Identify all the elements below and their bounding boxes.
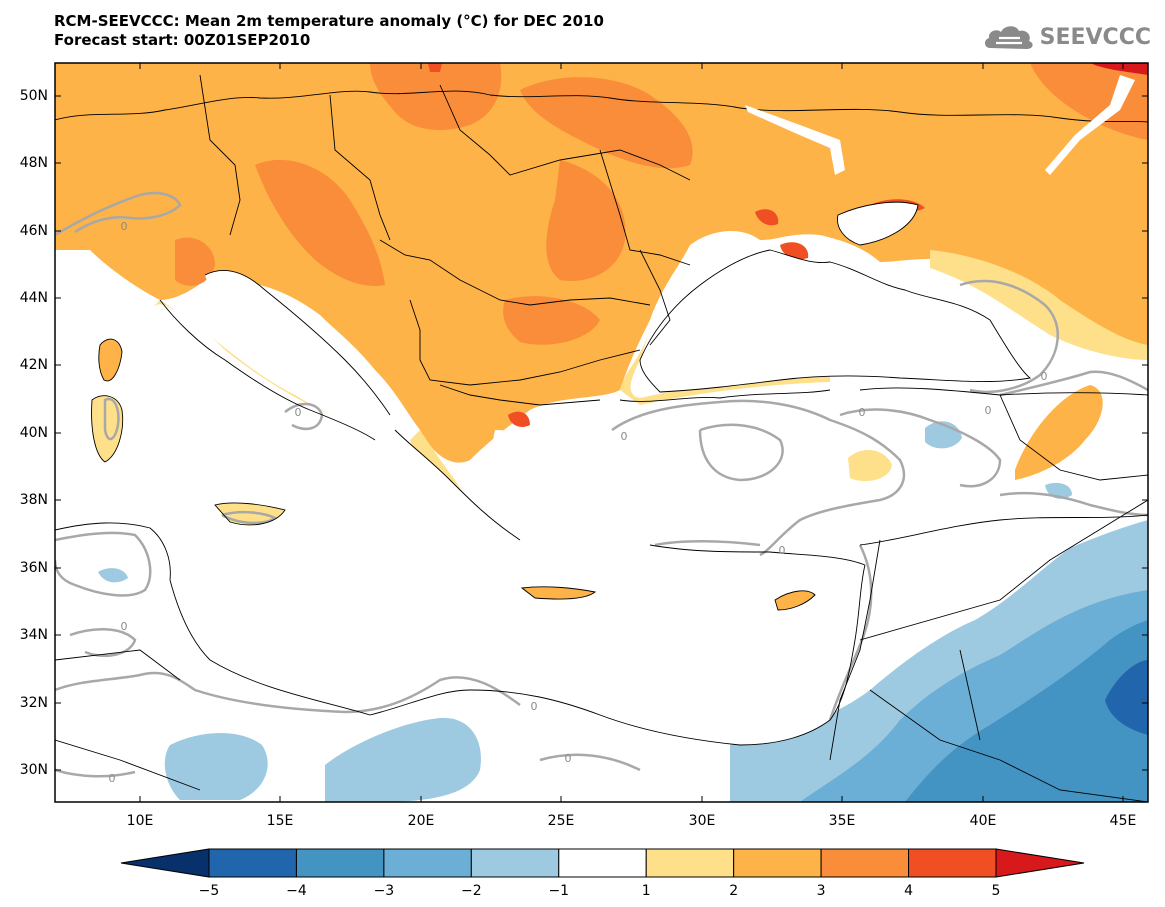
sea-of-azov (837, 202, 918, 245)
lon-label: 15E (267, 813, 294, 829)
anomaly-field-1-2-fringe (620, 330, 830, 405)
colorbar-label: 3 (817, 883, 826, 899)
anomaly-field-4-5-thessaloniki (508, 411, 530, 427)
contour-label: 0 (621, 430, 628, 443)
colorbar-label: −3 (374, 883, 395, 899)
title-line-1: RCM-SEEVCCC: Mean 2m temperature anomaly… (54, 12, 604, 30)
anomaly-field-4-5-azov (755, 209, 779, 226)
lat-label: 50N (20, 88, 48, 104)
colorbar-label: −2 (461, 883, 482, 899)
anomaly-field-neg-1-2-tunisia (98, 568, 128, 583)
anomaly-field-3-4-romania (546, 160, 626, 281)
contour-label: 0 (1041, 370, 1048, 383)
lon-label: 30E (689, 813, 716, 829)
colorbar-label: −1 (548, 883, 569, 899)
anomaly-field-3-4-po (175, 237, 215, 286)
lon-axis: 10E 15E 20E 25E 30E 35E 40E 45E (127, 813, 1137, 829)
lon-label: 35E (829, 813, 856, 829)
colorbar-label: −5 (199, 883, 220, 899)
anomaly-field-1-2-caucasus (1015, 385, 1103, 480)
contour-labels: 0 0 0 0 0 0 0 0 0 0 0 (109, 220, 1048, 785)
lon-label: 20E (408, 813, 435, 829)
contour-label: 0 (109, 772, 116, 785)
contour-label: 0 (121, 620, 128, 633)
colorbar-swatch (470, 848, 560, 878)
map-title: RCM-SEEVCCC: Mean 2m temperature anomaly… (54, 12, 604, 50)
lon-label: 25E (548, 813, 575, 829)
lat-label: 38N (20, 492, 48, 508)
lat-label: 30N (20, 762, 48, 778)
zero-contours (55, 191, 1148, 778)
lat-axis: 50N 48N 46N 44N 42N 40N 38N 36N 34N 32N … (20, 88, 48, 778)
contour-label: 0 (985, 404, 992, 417)
colorbar-label: 1 (642, 883, 651, 899)
contour-label: 0 (779, 544, 786, 557)
anomaly-field-neg-1-2-libya (164, 732, 268, 800)
lat-label: 42N (20, 357, 48, 373)
lat-label: 44N (20, 290, 48, 306)
contour-label: 0 (859, 406, 866, 419)
lon-label: 40E (970, 813, 997, 829)
lat-label: 46N (20, 223, 48, 239)
lat-ticks (55, 95, 1148, 771)
colorbar: −5 −4 −3 −2 −1 1 2 3 4 5 (120, 848, 1085, 899)
anomaly-field-neg-4-5 (1105, 660, 1148, 735)
logo-text: SEEVCCC (1039, 24, 1151, 50)
boundaries (55, 74, 1148, 802)
anomaly-field-neg-3-4 (905, 620, 1148, 802)
colorbar-swatch (733, 848, 822, 878)
lat-label: 48N (20, 155, 48, 171)
anomaly-field-4-5-north-tip (1090, 63, 1148, 75)
anomaly-field-3-4-ukraine (520, 77, 693, 169)
colorbar-label: 5 (992, 883, 1001, 899)
anomaly-field-3-4-bulgaria (503, 296, 600, 345)
anomaly-field-neg-1-2-sirte (325, 717, 481, 802)
lon-ticks (139, 63, 1124, 802)
lon-label: 10E (127, 813, 154, 829)
anomaly-field-1-2-sardinia (91, 395, 123, 462)
contour-label: 0 (121, 220, 128, 233)
lat-label: 36N (20, 560, 48, 576)
anomaly-field-3-4-alps (255, 159, 385, 286)
colorbar-swatch (383, 848, 472, 878)
anomaly-field-1-2-anatolia (848, 449, 892, 482)
lat-label: 40N (20, 425, 48, 441)
water-features (745, 75, 1135, 175)
logo: SEEVCCC (982, 22, 1151, 52)
colorbar-swatch (645, 848, 735, 878)
black-sea (640, 250, 1030, 392)
lat-label: 34N (20, 627, 48, 643)
anomaly-field-4-5-poland (428, 63, 442, 72)
contour-label: 0 (565, 752, 572, 765)
map-plot-area (55, 63, 1148, 802)
lon-label: 45E (1110, 813, 1137, 829)
aegean-sea (492, 430, 628, 560)
colorbar-swatch (558, 848, 647, 878)
anomaly-field-1-2-east (930, 250, 1148, 360)
contour-label: 0 (295, 406, 302, 419)
lat-label: 32N (20, 695, 48, 711)
adriatic-sea (205, 270, 390, 415)
title-line-2: Forecast start: 00Z01SEP2010 (54, 31, 311, 49)
colorbar-arrow-high (995, 848, 1085, 878)
colorbar-label: 4 (904, 883, 913, 899)
colorbar-label: 2 (729, 883, 738, 899)
crete-land (522, 586, 595, 600)
colorbar-arrow-low (120, 848, 210, 878)
colorbar-swatch (208, 848, 297, 878)
colorbar-label: −4 (286, 883, 307, 899)
mediterranean-sea (55, 304, 865, 745)
cyprus-land (775, 590, 815, 610)
colorbar-swatch (908, 848, 997, 878)
anomaly-field-3-4-north (370, 63, 502, 131)
contour-label: 0 (531, 700, 538, 713)
colorbar-swatch (820, 848, 910, 878)
cloud-icon (984, 26, 1033, 49)
corsica-land (98, 339, 122, 381)
colorbar-swatch (295, 848, 385, 878)
